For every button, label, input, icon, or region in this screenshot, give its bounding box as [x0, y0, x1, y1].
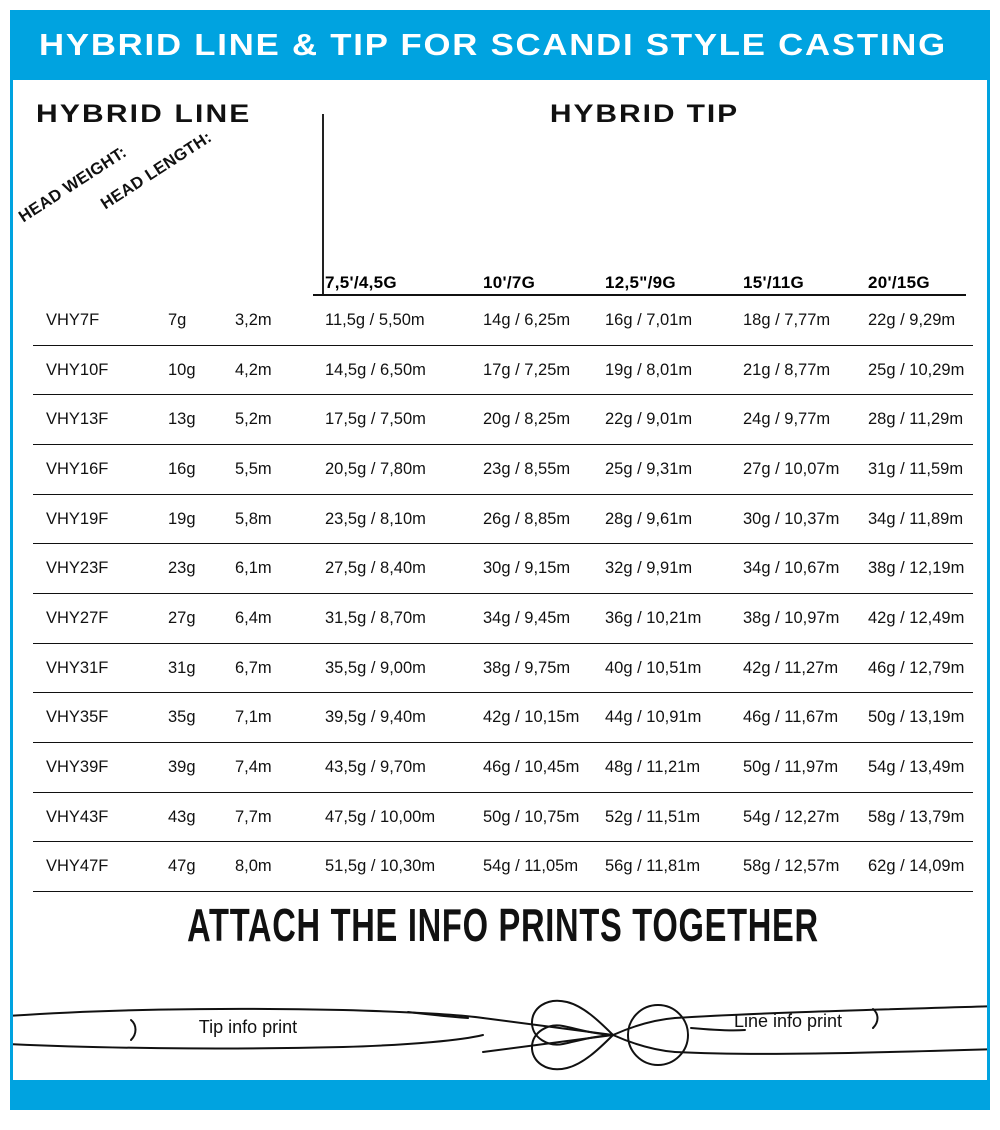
svg-text:Line info print: Line info print — [734, 1011, 842, 1031]
svg-text:Tip info print: Tip info print — [199, 1017, 297, 1037]
